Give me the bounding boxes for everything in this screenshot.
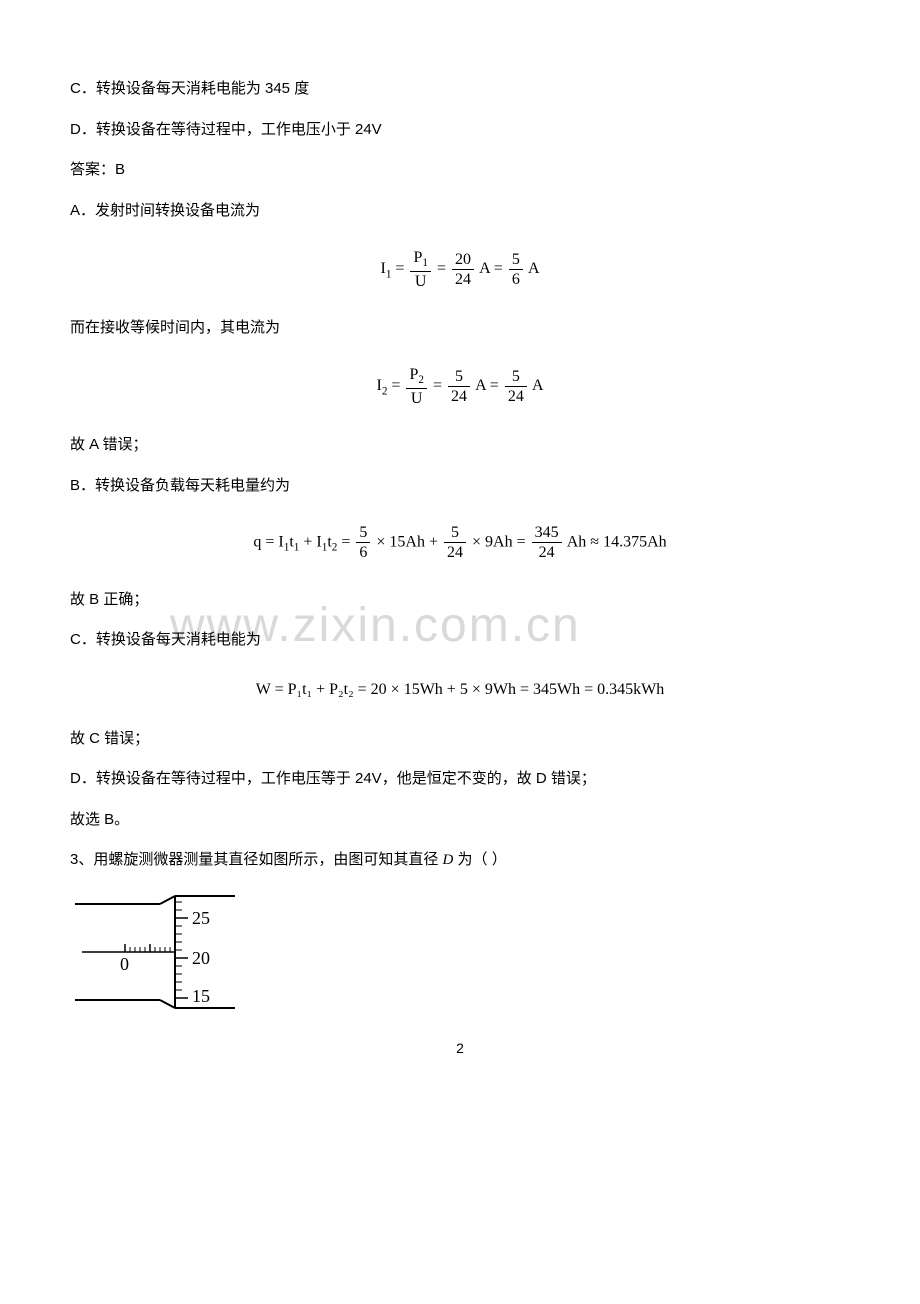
qs4: 2 <box>332 542 338 554</box>
frac-5-24b: 5 24 <box>505 367 527 406</box>
thimble-label-25: 25 <box>192 908 210 928</box>
num-5a: 5 <box>448 367 470 387</box>
q3-text: 3、用螺旋测微器测量其直径如图所示，由图可知其直径 <box>70 851 443 868</box>
frac-5-24a: 5 24 <box>448 367 470 406</box>
qf3n: 345 <box>532 523 562 543</box>
qf2n: 5 <box>444 523 466 543</box>
qf1d: 6 <box>356 543 370 562</box>
qfrac1: 5 6 <box>356 523 370 562</box>
frac-p2-u: P2 U <box>406 365 427 408</box>
den-u: U <box>410 272 431 291</box>
unit-a3: A <box>475 377 486 394</box>
formula-q: q = I1t1 + I1t2 = 5 6 × 15Ah + 5 24 × 9A… <box>70 523 850 562</box>
qtail: Ah ≈ 14.375Ah <box>564 533 667 550</box>
question-3: 3、用螺旋测微器测量其直径如图所示，由图可知其直径 D 为（ ） <box>70 849 850 872</box>
qmul1: × 15Ah + <box>372 533 442 550</box>
qplus: + I <box>299 533 321 550</box>
qf2d: 24 <box>444 543 466 562</box>
thimble-label-20: 20 <box>192 948 210 968</box>
answer-line: 答案：B <box>70 159 850 182</box>
frac-p1-u: P1 U <box>410 248 431 291</box>
den-24b: 24 <box>505 387 527 406</box>
p-sub: 1 <box>422 257 428 269</box>
q3-var: D <box>443 852 454 868</box>
frac-5-6: 5 6 <box>509 250 523 289</box>
receive-intro: 而在接收等候时间内，其电流为 <box>70 317 850 340</box>
den-24a: 24 <box>448 387 470 406</box>
num-20: 20 <box>452 250 474 270</box>
micrometer-figure: 0 25 20 15 <box>70 892 850 1020</box>
q-lhs: q = I <box>253 533 283 550</box>
thimble-label-15: 15 <box>192 986 210 1006</box>
unit-a2: A <box>528 260 540 277</box>
option-c: C．转换设备每天消耗电能为 345 度 <box>70 78 850 101</box>
select-b: 故选 B。 <box>70 809 850 832</box>
thimble-ticks <box>175 902 188 998</box>
sub-2: 2 <box>382 386 388 398</box>
main-scale-0: 0 <box>120 954 129 974</box>
den-6: 6 <box>509 270 523 289</box>
formula-w: W = P₁t₁ + P₂t₂ = 20 × 15Wh + 5 × 9Wh = … <box>70 678 850 702</box>
den-24: 24 <box>452 270 474 289</box>
frac-20-24: 20 24 <box>452 250 474 289</box>
explanation-a-intro: A．发射时间转换设备电流为 <box>70 200 850 223</box>
qf1n: 5 <box>356 523 370 543</box>
formula-i1: I1 = P1 U = 20 24 A = 5 6 A <box>70 248 850 291</box>
num-5: 5 <box>509 250 523 270</box>
unit-a: A <box>479 260 490 277</box>
sub-1: 1 <box>386 268 392 280</box>
den-u2: U <box>406 389 427 408</box>
p2-sub: 2 <box>418 375 424 387</box>
page-number: 2 <box>0 1038 920 1059</box>
qfrac2: 5 24 <box>444 523 466 562</box>
qf3d: 24 <box>532 543 562 562</box>
option-d: D．转换设备在等待过程中，工作电压小于 24V <box>70 119 850 142</box>
c-wrong: 故 C 错误； <box>70 728 850 751</box>
formula-i2: I2 = P2 U = 5 24 A = 5 24 A <box>70 365 850 408</box>
explanation-b-intro: B．转换设备负载每天耗电量约为 <box>70 475 850 498</box>
qfrac3: 345 24 <box>532 523 562 562</box>
num-5b: 5 <box>505 367 527 387</box>
explanation-c-intro: C．转换设备每天消耗电能为 <box>70 629 850 652</box>
qmul2: × 9Ah = <box>468 533 530 550</box>
b-right: 故 B 正确； <box>70 589 850 612</box>
q3-tail: 为（ ） <box>453 851 506 868</box>
a-wrong: 故 A 错误； <box>70 434 850 457</box>
unit-a4: A <box>532 377 544 394</box>
d-expl: D．转换设备在等待过程中，工作电压等于 24V，他是恒定不变的，故 D 错误； <box>70 768 850 791</box>
